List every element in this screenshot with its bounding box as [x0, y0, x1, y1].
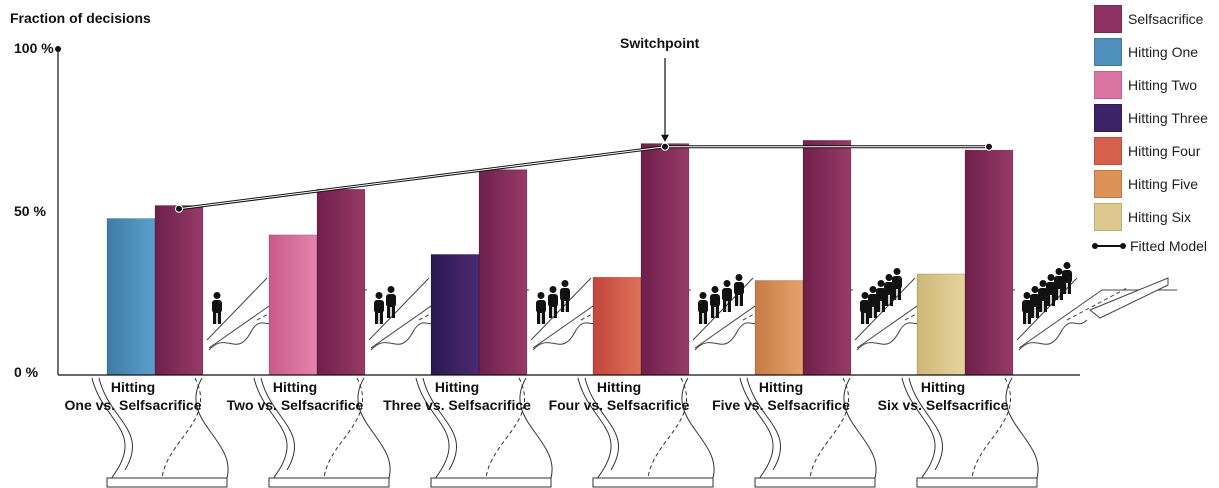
legend-label: Selfsacrifice	[1128, 11, 1204, 27]
legend-item-hitting-five: Hitting Five	[1094, 169, 1198, 199]
bar-hitting	[106, 218, 156, 376]
switchpoint-arrowhead	[661, 134, 669, 142]
category-label-line1: Hitting	[758, 379, 804, 395]
legend-item-fitted-model: Fitted Model	[1092, 231, 1208, 261]
y-tick-100: 100 %	[14, 40, 54, 56]
y-tick-50: 50 %	[14, 203, 46, 219]
person-icon	[892, 268, 902, 300]
person-icon	[734, 274, 744, 306]
person-icon	[386, 286, 396, 318]
person-icon	[212, 292, 222, 324]
person-icon	[884, 274, 894, 306]
legend-item-hitting-three: Hitting Three	[1094, 103, 1208, 133]
bars	[106, 139, 1014, 376]
person-icon	[1046, 274, 1056, 306]
y-tick-0: 0 %	[14, 364, 39, 380]
legend-label: Hitting Two	[1128, 77, 1197, 93]
legend-label: Fitted Model	[1130, 238, 1208, 254]
axes	[55, 46, 1080, 376]
category-label-line2: One vs. Selfsacrifice	[64, 397, 202, 413]
y-axis-label: Fraction of decisions	[10, 10, 151, 26]
person-icon	[1022, 292, 1032, 324]
bar-hitting	[430, 253, 480, 376]
person-icon	[876, 280, 886, 312]
legend-label: Hitting Four	[1128, 143, 1201, 159]
switchpoint-label: Switchpoint	[620, 35, 700, 51]
person-icon	[722, 280, 732, 312]
y-axis-cap	[55, 46, 61, 52]
legend-swatch	[1094, 5, 1122, 33]
category-label: Hitting One vs. Selfsacrifice	[48, 378, 218, 414]
person-icon	[860, 292, 870, 324]
legend-swatch	[1094, 203, 1122, 231]
bar-selfsacrifice	[802, 139, 852, 376]
legend-item-hitting-one: Hitting One	[1094, 37, 1198, 67]
pedestrian-icons	[212, 262, 1072, 324]
fitted-model-point	[985, 142, 993, 151]
category-label-line1: Hitting	[920, 379, 966, 395]
legend-item-hitting-six: Hitting Six	[1094, 202, 1191, 232]
person-icon	[698, 292, 708, 324]
person-icon	[1038, 280, 1048, 312]
person-icon	[710, 286, 720, 318]
bar-hitting	[754, 279, 804, 376]
legend-item-selfsacrifice: Selfsacrifice	[1094, 4, 1203, 34]
category-label-line1: Hitting	[110, 379, 156, 395]
legend-swatch	[1094, 71, 1122, 99]
bar-selfsacrifice	[478, 169, 528, 376]
category-label-line2: Six vs. Selfsacrifice	[877, 397, 1009, 413]
category-label: Hitting Two vs. Selfsacrifice	[210, 378, 380, 414]
legend-label: Hitting One	[1128, 44, 1199, 60]
category-label-line2: Three vs. Selfsacrifice	[383, 397, 531, 413]
bar-hitting	[916, 273, 966, 376]
legend-swatch	[1094, 137, 1122, 165]
fitted-model-point	[175, 204, 183, 213]
category-label-line1: Hitting	[272, 379, 318, 395]
category-label: Hitting Three vs. Selfsacrifice	[372, 378, 542, 414]
category-label-line2: Four vs. Selfsacrifice	[548, 397, 690, 413]
category-label-line1: Hitting	[596, 379, 642, 395]
category-label-line2: Two vs. Selfsacrifice	[226, 397, 364, 413]
person-icon	[1030, 286, 1040, 318]
bar-selfsacrifice	[154, 204, 204, 376]
category-label: Hitting Six vs. Selfsacrifice	[858, 378, 1028, 414]
category-label: Hitting Four vs. Selfsacrifice	[534, 378, 704, 414]
person-icon	[560, 280, 570, 312]
person-icon	[1054, 268, 1064, 300]
person-icon	[374, 292, 384, 324]
legend-swatch	[1094, 38, 1122, 66]
fitted-model-path	[178, 145, 989, 211]
bar-hitting	[268, 234, 318, 376]
track-end	[1089, 277, 1169, 319]
legend-label: Hitting Six	[1128, 209, 1192, 225]
person-icon	[548, 286, 558, 318]
category-label-line2: Five vs. Selfsacrifice	[712, 397, 850, 413]
person-icon	[868, 286, 878, 318]
legend-line-marker	[1092, 243, 1126, 249]
person-icon	[536, 292, 546, 324]
category-label-line1: Hitting	[434, 379, 480, 395]
category-label: Hitting Five vs. Selfsacrifice	[696, 378, 866, 414]
track-illustrations	[91, 277, 1177, 488]
legend-label: Hitting Five	[1128, 176, 1199, 192]
bar-selfsacrifice	[964, 149, 1014, 376]
fitted-model-point	[661, 142, 669, 151]
legend-label: Hitting Three	[1128, 110, 1208, 126]
legend-swatch	[1094, 104, 1122, 132]
bar-selfsacrifice	[316, 188, 366, 376]
bar-hitting	[592, 276, 642, 376]
fitted-model-line	[175, 58, 993, 213]
legend-item-hitting-two: Hitting Two	[1094, 70, 1197, 100]
bar-selfsacrifice	[640, 143, 690, 376]
legend-swatch	[1094, 170, 1122, 198]
legend-item-hitting-four: Hitting Four	[1094, 136, 1200, 166]
person-icon	[1062, 262, 1072, 294]
